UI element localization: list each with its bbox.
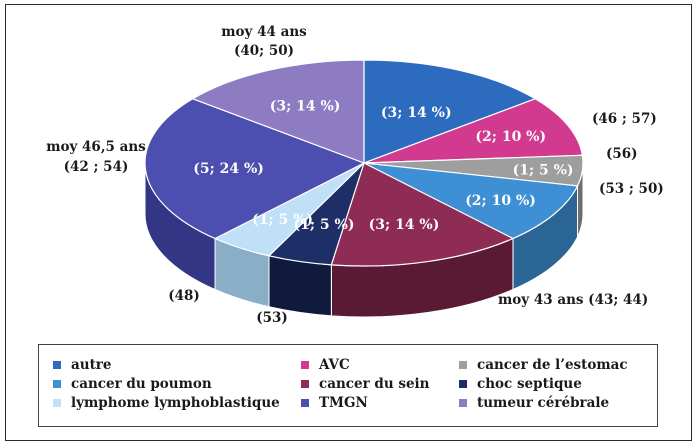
legend-label-lymphome: lymphome lymphoblastique (71, 394, 280, 411)
slice-label-tumeur: (3; 14 %) (270, 98, 341, 114)
age-label-poumon: (53 ; 50) (599, 181, 664, 197)
age-label-sein: moy 43 ans (43; 44) (498, 292, 648, 308)
legend-label-estomac: cancer de l’estomac (477, 356, 628, 373)
legend-item-tmgn: TMGN (301, 393, 459, 412)
legend-label-autre: autre (71, 356, 112, 373)
age-label-tmgn-range: (42 ; 54) (64, 159, 129, 175)
legend-label-tumeur: tumeur cérébrale (477, 394, 610, 411)
pie-slice-poumon (363, 162, 579, 240)
pie-slice-avc (363, 98, 584, 164)
age-label-tmgn-mean: moy 46,5 ans (46, 139, 146, 155)
legend-item-sein: cancer du sein (301, 374, 459, 393)
legend-item-lymphome: lymphome lymphoblastique (53, 393, 301, 412)
legend-label-tmgn: TMGN (319, 394, 368, 411)
slice-labels: (3; 14 %) (2; 10 %) (1; 5 %) (2; 10 %) (3; 1… (193, 98, 573, 233)
legend-swatch-avc (301, 360, 309, 369)
legend-swatch-tumeur (459, 398, 467, 407)
legend-item-estomac: cancer de l’estomac (459, 355, 659, 374)
pie-side-choc (268, 255, 332, 317)
age-label-tumeur-mean: moy 44 ans (221, 24, 307, 40)
age-label-avc: (46 ; 57) (592, 111, 657, 127)
legend-swatch-poumon (53, 379, 61, 388)
legend-item-avc: AVC (301, 355, 459, 374)
age-annotations: (46 ; 57) (56) (53 ; 50) moy 43 ans (43;… (46, 24, 664, 326)
pie-top (144, 59, 584, 267)
age-label-choc: (53) (256, 310, 288, 326)
pie-slice-tmgn (144, 98, 366, 240)
slice-label-tmgn: (5; 24 %) (193, 161, 264, 177)
slice-label-sein: (3; 14 %) (369, 217, 440, 233)
legend-item-poumon: cancer du poumon (53, 374, 301, 393)
slice-label-lymphome: (1; 5 %) (252, 212, 313, 228)
pie-slice-tumeur (191, 59, 365, 164)
pie-slice-sein (330, 162, 515, 267)
age-label-lymphome: (48) (168, 288, 200, 304)
legend-swatch-lymphome (53, 398, 61, 407)
legend-item-tumeur: tumeur cérébrale (459, 393, 659, 412)
slice-label-poumon: (2; 10 %) (465, 193, 536, 209)
legend-swatch-sein (301, 379, 309, 388)
slice-label-choc: (1; 5 %) (294, 217, 355, 233)
slice-label-autre: (3; 14 %) (381, 105, 452, 121)
slice-label-avc: (2; 10 %) (475, 129, 546, 145)
legend-item-autre: autre (53, 355, 301, 374)
slice-label-estomac: (1; 5 %) (513, 162, 574, 178)
age-label-tumeur-range: (40; 50) (234, 43, 294, 59)
legend-item-choc: choc septique (459, 374, 659, 393)
legend-label-choc: choc septique (477, 375, 582, 392)
legend-swatch-tmgn (301, 398, 309, 407)
legend-swatch-autre (53, 360, 61, 369)
legend: autre AVC cancer de l’estomac cancer du … (38, 344, 658, 427)
pie-sides (144, 162, 584, 318)
legend-swatch-choc (459, 379, 467, 388)
legend-label-avc: AVC (319, 356, 350, 373)
age-label-estomac: (56) (606, 146, 638, 162)
legend-label-sein: cancer du sein (319, 375, 430, 392)
legend-label-poumon: cancer du poumon (71, 375, 212, 392)
legend-swatch-estomac (459, 360, 467, 369)
pie-slice-autre (363, 59, 537, 164)
